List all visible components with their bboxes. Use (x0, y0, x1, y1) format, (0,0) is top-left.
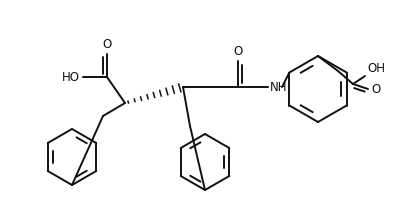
Text: OH: OH (367, 62, 385, 75)
Text: O: O (233, 45, 243, 58)
Text: O: O (371, 83, 380, 96)
Text: HO: HO (62, 71, 80, 84)
Text: NH: NH (270, 81, 288, 94)
Text: O: O (102, 38, 111, 51)
